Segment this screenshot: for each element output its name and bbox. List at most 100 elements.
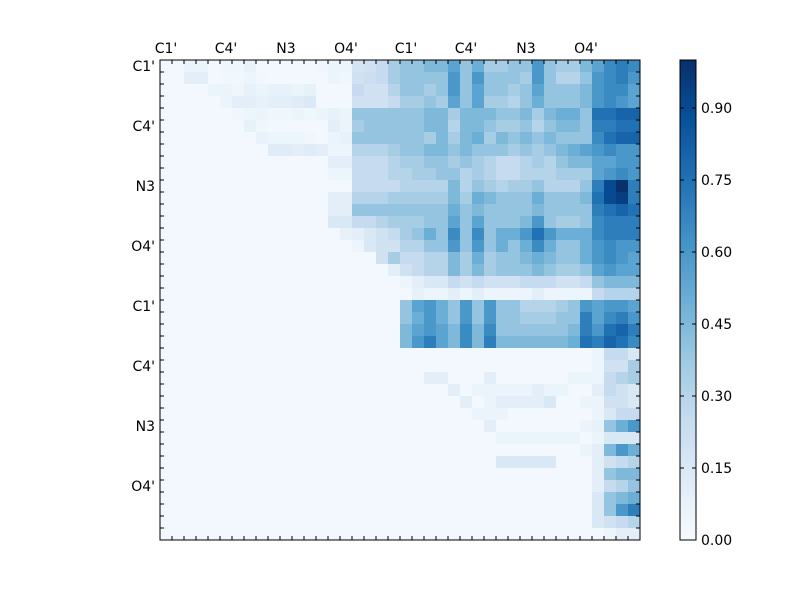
heatmap-cell [436,480,449,493]
heatmap-cell [208,336,221,349]
heatmap-cell [196,420,209,433]
heatmap-cell [160,120,173,133]
heatmap-cell [184,108,197,121]
heatmap-cell [328,432,341,445]
heatmap-cell [424,96,437,109]
heatmap-cell [592,84,605,97]
heatmap-cell [400,288,413,301]
heatmap-cell [232,288,245,301]
heatmap-cell [436,360,449,373]
heatmap-cell [508,492,521,505]
heatmap-cell [328,336,341,349]
heatmap-cell [532,216,545,229]
heatmap-cell [556,168,569,181]
heatmap-cell [568,324,581,337]
heatmap-cell [160,192,173,205]
heatmap-cell [232,216,245,229]
heatmap-cell [268,228,281,241]
heatmap-cell [184,420,197,433]
heatmap-cell [580,516,593,529]
heatmap-cell [412,156,425,169]
heatmap-cell [376,468,389,481]
heatmap-cell [256,204,269,217]
heatmap-cell [448,204,461,217]
heatmap-cell [424,144,437,157]
heatmap-cell [628,288,641,301]
heatmap-cell [328,384,341,397]
heatmap-cell [472,180,485,193]
heatmap-cell [400,120,413,133]
heatmap-cell [232,180,245,193]
heatmap-cell [328,60,341,73]
heatmap-cell [232,480,245,493]
heatmap-cell [556,264,569,277]
heatmap-cell [280,264,293,277]
heatmap-cell [544,444,557,457]
heatmap-cell [292,120,305,133]
heatmap-cell [604,228,617,241]
heatmap-cell [604,468,617,481]
heatmap-cell [508,60,521,73]
heatmap-cell [580,300,593,313]
heatmap-cell [520,300,533,313]
heatmap-cell [484,144,497,157]
heatmap-cell [556,348,569,361]
heatmap-cell [364,348,377,361]
heatmap-cell [532,252,545,265]
heatmap-cell [184,156,197,169]
heatmap-cell [388,528,401,541]
x-tick-label: N3 [276,41,295,57]
heatmap-cell [376,132,389,145]
heatmap-cell [520,432,533,445]
heatmap-cell [280,348,293,361]
heatmap-cell [436,444,449,457]
heatmap-cell [484,456,497,469]
heatmap-cell [184,252,197,265]
heatmap-cell [472,312,485,325]
heatmap-cell [328,108,341,121]
heatmap-cell [472,324,485,337]
heatmap-cell [160,492,173,505]
heatmap-cell [532,516,545,529]
heatmap-cell [340,72,353,85]
heatmap-cell [556,372,569,385]
heatmap-cell [388,72,401,85]
heatmap-cell [196,168,209,181]
heatmap-cell [556,420,569,433]
heatmap-cell [220,408,233,421]
heatmap-cell [160,204,173,217]
heatmap-cell [280,216,293,229]
heatmap-cell [184,264,197,277]
heatmap-cell [340,168,353,181]
heatmap-cell [292,312,305,325]
heatmap-cell [496,528,509,541]
heatmap-cell [508,348,521,361]
heatmap-cell [496,444,509,457]
heatmap-cell [616,156,629,169]
heatmap-cell [352,144,365,157]
heatmap-cell [364,336,377,349]
heatmap-cell [556,432,569,445]
heatmap-cell [160,144,173,157]
heatmap-cell [160,312,173,325]
heatmap-cell [376,408,389,421]
heatmap-cell [496,432,509,445]
heatmap-cell [376,456,389,469]
heatmap-cell [220,240,233,253]
heatmap-cell [484,228,497,241]
heatmap-cell [508,180,521,193]
heatmap-cell [172,240,185,253]
heatmap-cell [460,492,473,505]
heatmap-cell [628,300,641,313]
heatmap-cell [292,264,305,277]
heatmap-cell [208,204,221,217]
heatmap-cell [604,444,617,457]
heatmap-cell [604,120,617,133]
heatmap-cell [520,444,533,457]
heatmap-cell [568,144,581,157]
heatmap-cell [448,336,461,349]
heatmap-cell [448,300,461,313]
heatmap-cell [436,348,449,361]
heatmap-cell [508,96,521,109]
